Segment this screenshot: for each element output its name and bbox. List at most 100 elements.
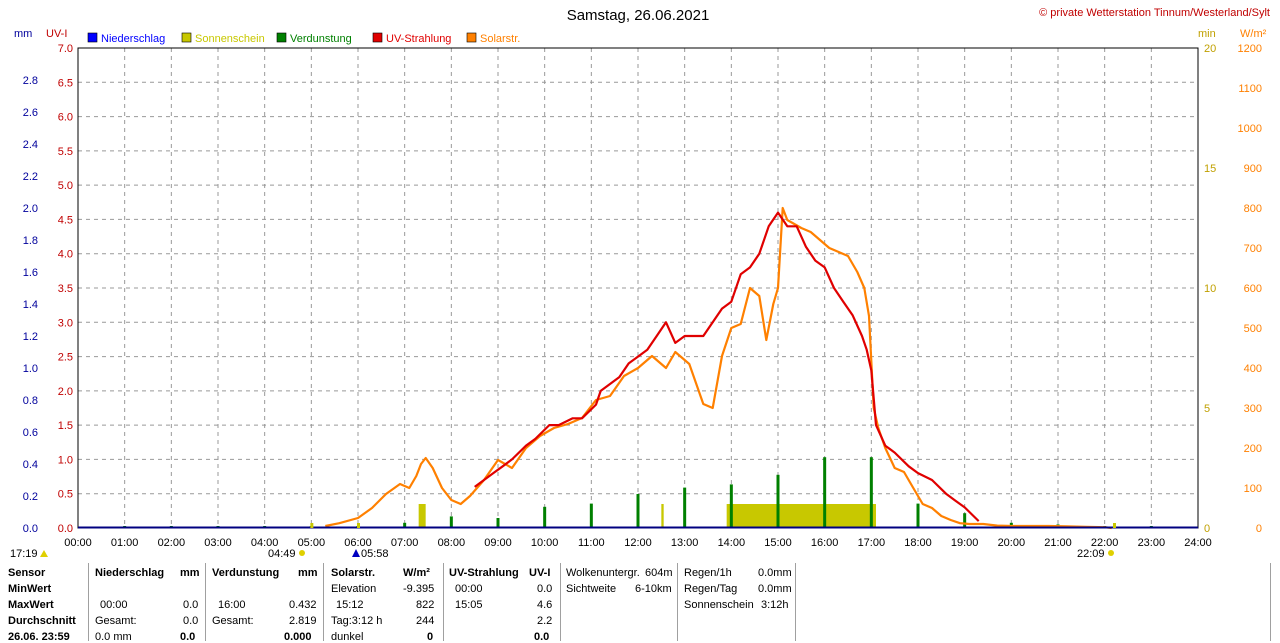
legend-label: Niederschlag	[101, 33, 165, 45]
uv-tick-label: 5.5	[58, 146, 73, 158]
x-tick-label: 23:00	[1138, 537, 1166, 549]
x-tick-label: 18:00	[904, 537, 932, 549]
sunshine-marker	[310, 523, 314, 528]
evaporation-bar	[496, 518, 500, 528]
uv-tick-label: 7.0	[58, 43, 73, 55]
x-tick-label: 01:00	[111, 537, 139, 549]
x-tick-label: 20:00	[998, 537, 1026, 549]
regentag-val: 0.0mm	[758, 583, 792, 595]
uv-tick-label: 4.0	[58, 249, 73, 261]
row-minwert-label: MinWert	[8, 583, 52, 595]
wm2-tick-label: 700	[1244, 243, 1262, 255]
uv-avg-val: 2.2	[537, 615, 553, 627]
evaporation-bar	[403, 522, 407, 528]
divider-3	[323, 563, 324, 641]
col-sensor-header: Sensor	[8, 567, 46, 579]
legend-swatch	[87, 32, 98, 43]
x-tick-label: 04:00	[251, 537, 279, 549]
niederschlag-bottom-val: 0.0	[180, 631, 196, 643]
x-tick-label: 07:00	[391, 537, 419, 549]
legend-swatch	[466, 32, 477, 43]
x-tick-label: 14:00	[718, 537, 746, 549]
evaporation-bar	[636, 494, 640, 528]
chart-title: Samstag, 26.06.2021	[567, 7, 710, 24]
time-markers: 17:19 04:49 05:58 22:09	[10, 523, 1116, 560]
wm2-tick-label: 1200	[1238, 43, 1262, 55]
legend-label: Sonnenschein	[195, 33, 265, 45]
mm-tick-label: 2.8	[23, 75, 38, 87]
wolken-val: 604m	[645, 567, 673, 579]
solar-line	[325, 206, 1112, 530]
uv-header: UV-Strahlung	[449, 567, 519, 579]
sun-marker-icon	[40, 550, 48, 557]
wm2-tick-label: 1100	[1238, 83, 1262, 95]
niederschlag-max-val: 0.0	[183, 599, 199, 611]
x-tick-label: 19:00	[951, 537, 979, 549]
row-maxwert-label: MaxWert	[8, 599, 54, 611]
mm-tick-label: 1.4	[23, 299, 38, 311]
wm2-tick-label: 400	[1244, 363, 1262, 375]
mm-tick-label: 0.4	[23, 459, 38, 471]
wm2-tick-label: 0	[1256, 523, 1262, 535]
axis-label-uv: UV-I	[46, 28, 67, 40]
marker-sunset-prev: 17:19	[10, 548, 38, 560]
verdunstung-max-time: 16:00	[218, 599, 246, 611]
marker-dawn: 04:49	[268, 548, 296, 560]
sunshine-bar	[661, 504, 664, 528]
mm-tick-label: 0.0	[23, 523, 38, 535]
niederschlag-max-time: 00:00	[100, 599, 128, 611]
divider-2	[205, 563, 206, 641]
x-tick-label: 12:00	[624, 537, 652, 549]
divider-5	[560, 563, 561, 641]
uv-line	[474, 211, 980, 522]
sonnenschein-val: 3:12h	[761, 599, 789, 611]
mm-tick-label: 0.6	[23, 427, 38, 439]
mm-tick-label: 2.0	[23, 203, 38, 215]
sunshine-bar	[418, 504, 426, 528]
regen1h-val: 0.0mm	[758, 567, 792, 579]
mm-tick-label: 1.6	[23, 267, 38, 279]
evaporation-bar	[916, 503, 920, 528]
legend-label: UV-Strahlung	[386, 33, 451, 45]
uv-tick-label: 3.0	[58, 317, 73, 329]
divider-8	[1270, 563, 1271, 641]
solar-series	[325, 206, 1112, 530]
wm2-tick-label: 200	[1244, 443, 1262, 455]
row-bottom-label: 26.06. 23:59	[8, 631, 70, 643]
uv-tick-label: 4.5	[58, 214, 73, 226]
x-tick-label: 22:00	[1091, 537, 1119, 549]
x-tick-label: 24:00	[1184, 537, 1212, 549]
marker-sunrise: 05:58	[361, 548, 389, 560]
solar-header: Solarstr.	[331, 567, 376, 579]
legend-swatch	[276, 32, 287, 43]
verdunstung-header: Verdunstung	[212, 567, 280, 579]
axis-label-min: min	[1198, 28, 1216, 40]
evaporation-bar	[729, 484, 733, 528]
wm2-tick-label: 600	[1244, 283, 1262, 295]
uv-tick-label: 0.0	[58, 523, 73, 535]
statistics-table: Sensor MinWert MaxWert Durchschnitt 26.0…	[0, 563, 1280, 643]
evaporation-bar	[823, 457, 827, 528]
x-tick-label: 17:00	[858, 537, 886, 549]
x-tick-label: 06:00	[344, 537, 372, 549]
sunshine-marker	[357, 523, 360, 528]
divider-4	[443, 563, 444, 641]
axis-ticks: 00:00 01:00 02:00 03:00 04:00 05:00 06:00 07:00…	[23, 43, 1262, 549]
legend-label: Verdunstung	[290, 33, 352, 45]
niederschlag-unit: mm	[180, 567, 200, 579]
evaporation-bar	[776, 474, 780, 528]
x-tick-label: 11:00	[578, 537, 605, 549]
min-tick-label: 20	[1204, 43, 1216, 55]
sunshine-bar	[726, 504, 876, 528]
sichtweite-val: 6-10km	[635, 583, 672, 595]
wm2-tick-label: 800	[1244, 203, 1262, 215]
solar-unit: W/m²	[403, 567, 430, 579]
verdunstung-gesamt-val: 2.819	[289, 615, 317, 627]
x-tick-label: 15:00	[764, 537, 792, 549]
sichtweite-label: Sichtweite	[566, 583, 617, 595]
legend-swatch	[372, 32, 383, 43]
wolken-label: Wolkenuntergr.	[566, 567, 640, 579]
wm2-tick-label: 900	[1244, 163, 1262, 175]
uv-tick-label: 2.0	[58, 386, 73, 398]
solar-dunkel-val: 0	[427, 631, 434, 643]
